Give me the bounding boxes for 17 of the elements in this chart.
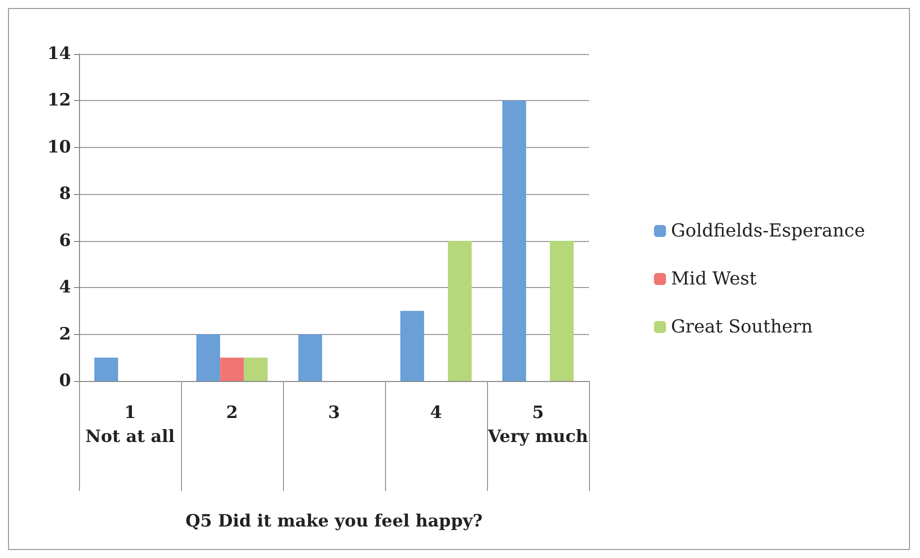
y-tick-label: 14 xyxy=(47,44,72,64)
y-tick-label: 2 xyxy=(59,324,71,344)
y-tick-label: 4 xyxy=(59,278,72,298)
x-tick-label: 3 xyxy=(328,403,340,423)
x-tick-label: 1 Not at all xyxy=(85,403,176,447)
y-tick-label: 10 xyxy=(47,137,72,158)
x-tick-label: 5 Very much xyxy=(486,403,588,447)
legend-label: Great Southern xyxy=(671,316,814,338)
legend-label: Goldfields-Esperance xyxy=(671,220,865,242)
x-axis-title: Q5 Did it make you feel happy? xyxy=(185,512,483,532)
y-tick-label: 8 xyxy=(59,184,71,204)
x-tick-label: 4 xyxy=(430,403,442,423)
x-tick-label: 2 xyxy=(226,403,238,423)
legend-label: Mid West xyxy=(671,268,758,290)
y-tick-label: 12 xyxy=(47,90,71,111)
y-tick-label: 0 xyxy=(59,371,72,391)
y-tick-label: 6 xyxy=(59,230,71,251)
